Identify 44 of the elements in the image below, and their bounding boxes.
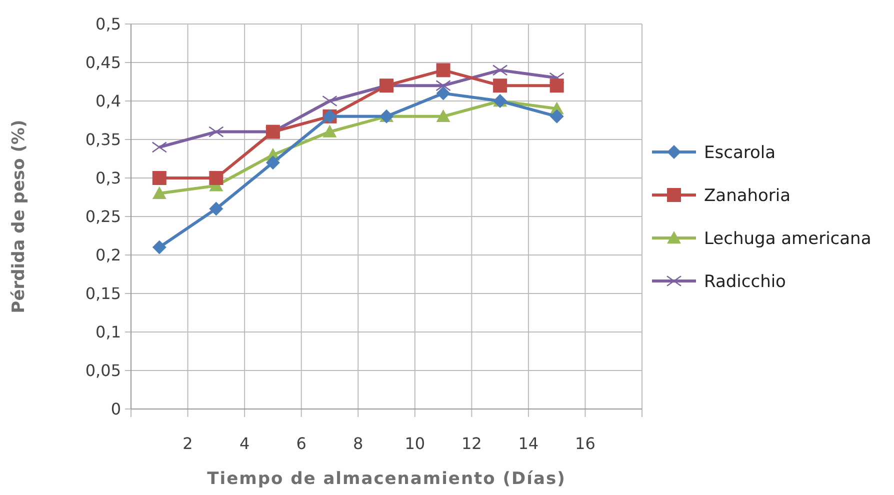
y-tick-label: 0,1 — [96, 322, 121, 342]
point — [493, 78, 508, 93]
point — [322, 95, 338, 107]
point — [549, 72, 564, 84]
point — [436, 109, 450, 122]
x-axis-title: Tiempo de almacenamiento (Días) — [207, 469, 566, 489]
point — [550, 109, 564, 124]
x-tick-label: 14 — [518, 434, 539, 453]
y-tick-label: 0,45 — [85, 53, 121, 72]
point — [550, 78, 564, 93]
legend-label: Zanahoria — [704, 186, 791, 206]
point — [266, 156, 280, 170]
legend-label: Escarola — [704, 142, 776, 163]
point — [152, 171, 166, 185]
point — [152, 142, 168, 153]
point — [436, 86, 450, 100]
y-tick-label: 0,3 — [96, 168, 121, 188]
y-tick-label: 0,05 — [85, 361, 121, 380]
y-tick-label: 0,4 — [96, 92, 121, 111]
point — [322, 124, 337, 138]
y-tick-label: 0,25 — [85, 207, 121, 226]
point — [152, 240, 166, 254]
x-tick-label: 10 — [404, 434, 426, 453]
y-tick-label: 0,15 — [85, 284, 121, 304]
point — [436, 80, 451, 92]
y-tick-label: 0,35 — [85, 130, 121, 150]
point — [436, 63, 450, 78]
y-tick-label: 0,2 — [96, 246, 121, 265]
x-tick-label: 8 — [353, 434, 364, 453]
legend-label: Radicchio — [704, 272, 786, 292]
x-tick-label: 4 — [239, 434, 250, 453]
point — [152, 186, 166, 199]
point — [208, 126, 224, 138]
x-tick-label: 2 — [182, 434, 193, 453]
y-tick-label: 0 — [110, 400, 121, 419]
x-tick-label: 16 — [575, 434, 596, 453]
point — [209, 171, 224, 185]
y-tick-label: 0,5 — [96, 14, 121, 34]
x-tick-label: 6 — [296, 434, 306, 453]
point — [492, 64, 508, 76]
point — [209, 202, 224, 216]
x-tick-label: 12 — [461, 434, 482, 453]
legend-label: Lechuga americana — [704, 228, 872, 249]
y-axis-title: Pérdida de peso (%) — [9, 120, 29, 314]
